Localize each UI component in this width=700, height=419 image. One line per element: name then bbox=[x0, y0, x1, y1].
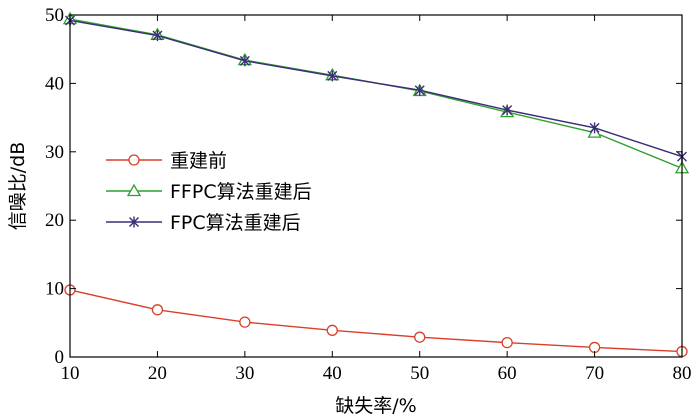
series-0-point-3 bbox=[326, 324, 338, 336]
x-tick-label-0: 10 bbox=[61, 363, 80, 384]
series-line-0 bbox=[69, 289, 683, 353]
legend-marker-0 bbox=[128, 154, 140, 166]
x-tick-label-6: 70 bbox=[585, 363, 604, 384]
y-tick-label-5: 50 bbox=[45, 5, 64, 26]
series-0-point-4 bbox=[414, 331, 426, 343]
series-2-point-5 bbox=[502, 104, 513, 116]
series-2-point-2 bbox=[239, 55, 250, 67]
y-tick-label-0: 0 bbox=[55, 347, 65, 368]
series-0-point-6 bbox=[588, 341, 601, 354]
y-tick-label-1: 10 bbox=[45, 279, 64, 300]
plot-frame bbox=[69, 14, 683, 358]
series-2-point-3 bbox=[327, 70, 338, 82]
series-2-point-1 bbox=[152, 30, 163, 42]
series-line-1 bbox=[69, 18, 683, 169]
legend-label-1: FFPC算法重建后 bbox=[170, 181, 312, 203]
x-tick-label-3: 40 bbox=[323, 363, 342, 384]
series-0-point-1 bbox=[151, 304, 164, 316]
legend-label-0: 重建前 bbox=[170, 150, 227, 172]
y-axis-label: 信噪比/dB bbox=[7, 142, 29, 231]
legend-marker-2 bbox=[129, 216, 139, 228]
y-tick-label-4: 40 bbox=[45, 73, 64, 94]
series-line-2 bbox=[69, 19, 683, 158]
y-tick-label-3: 30 bbox=[45, 142, 64, 163]
plot-layer bbox=[62, 11, 690, 358]
series-2-point-4 bbox=[414, 84, 425, 96]
x-tick-label-5: 60 bbox=[498, 363, 517, 384]
x-tick-label-1: 20 bbox=[148, 363, 167, 384]
series-2-point-6 bbox=[589, 122, 600, 134]
legend-marker-1 bbox=[126, 183, 142, 197]
series-0-point-2 bbox=[239, 316, 251, 328]
x-tick-label-7: 80 bbox=[673, 363, 692, 384]
legend: 重建前 FFPC算法重建后 FPC算法重建后 bbox=[106, 150, 312, 234]
y-tick-label-2: 20 bbox=[45, 210, 64, 231]
x-tick-label-4: 50 bbox=[410, 363, 429, 384]
x-axis-label: 缺失率/% bbox=[335, 395, 416, 417]
series-0-point-5 bbox=[501, 336, 513, 349]
legend-label-2: FPC算法重建后 bbox=[170, 212, 301, 234]
x-tick-label-2: 30 bbox=[235, 363, 254, 384]
